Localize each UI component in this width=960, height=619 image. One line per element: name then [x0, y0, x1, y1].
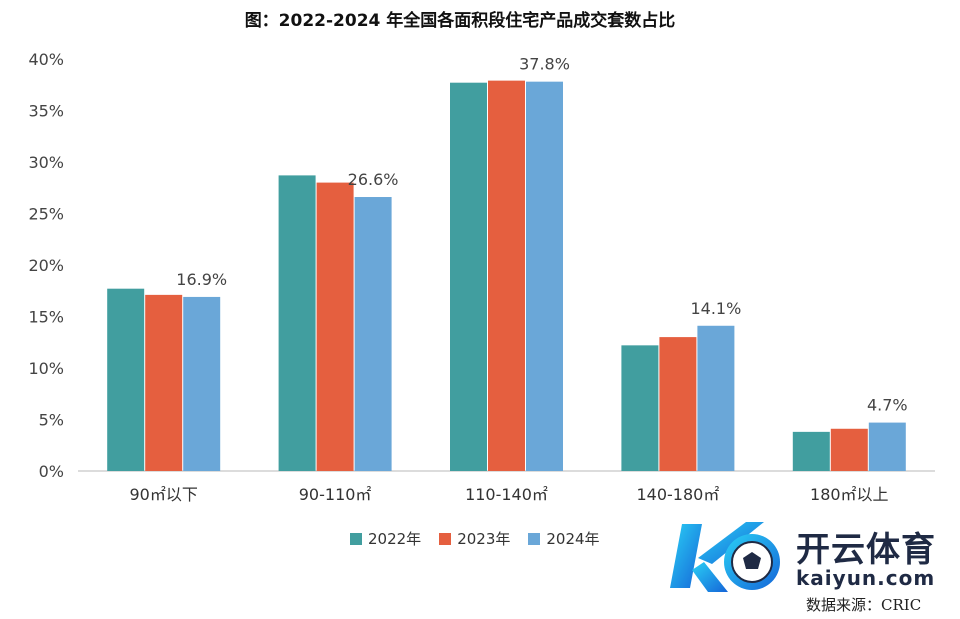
- legend-label: 2023年: [457, 530, 511, 548]
- bar-1-3: [450, 82, 487, 471]
- legend-label: 2022年: [368, 530, 422, 548]
- y-axis-labels: 0% 5% 10% 15% 20% 25% 30% 35% 40%: [28, 50, 64, 481]
- watermark-url: kaiyun.com: [796, 566, 936, 590]
- x-tick-label: 180㎡以上: [810, 485, 889, 504]
- kaiyun-logo-icon: [670, 522, 780, 592]
- legend-item: 2023年: [439, 528, 510, 549]
- bar-1-5: [792, 431, 830, 471]
- x-tick-label: 140-180㎡: [636, 485, 719, 504]
- bar-2-5: [830, 428, 868, 471]
- y-tick-label: 5%: [39, 411, 64, 430]
- watermark: 开云体育 kaiyun.com: [668, 518, 958, 596]
- bar-3-3: [526, 81, 563, 471]
- bar-3-4: [697, 325, 735, 471]
- legend-item: 2024年: [528, 528, 600, 549]
- x-axis-labels: 90㎡以下 90-110㎡ 110-140㎡ 140-180㎡ 180㎡以上: [130, 485, 889, 504]
- bar-3-2: [354, 197, 392, 471]
- data-label: 26.6%: [348, 170, 399, 189]
- chart-title: 图：2022-2024 年全国各面积段住宅产品成交套数占比: [244, 11, 676, 31]
- legend: 2022年 2023年 2024年: [350, 528, 600, 549]
- y-tick-label: 25%: [28, 205, 64, 224]
- x-tick-label: 90㎡以下: [130, 485, 198, 504]
- legend-label: 2024年: [546, 530, 600, 548]
- legend-swatch: [439, 532, 452, 545]
- bar-2-1: [145, 294, 183, 471]
- source-note: 数据来源：CRIC: [806, 596, 922, 614]
- legend-swatch: [350, 532, 362, 545]
- bar-2-2: [316, 182, 354, 471]
- bar-3-5: [868, 422, 906, 471]
- bar-2-3: [488, 80, 525, 471]
- y-tick-label: 40%: [28, 50, 64, 69]
- bar-1-4: [621, 345, 659, 471]
- data-label: 14.1%: [690, 299, 741, 318]
- x-tick-label: 90-110㎡: [299, 485, 372, 504]
- data-label: 37.8%: [519, 55, 570, 74]
- bar-2-4: [659, 337, 697, 471]
- y-tick-label: 20%: [28, 256, 64, 275]
- y-tick-label: 0%: [39, 462, 64, 481]
- legend-item: 2022年: [350, 528, 421, 549]
- bars: [107, 80, 906, 471]
- bar-1-2: [278, 175, 316, 471]
- y-tick-label: 30%: [28, 153, 64, 172]
- watermark-logo-text: 开云体育: [796, 530, 936, 570]
- y-tick-label: 10%: [28, 359, 64, 378]
- data-labels: 16.9% 26.6% 37.8% 14.1% 4.7%: [176, 55, 907, 415]
- x-tick-label: 110-140㎡: [465, 485, 548, 504]
- data-label: 4.7%: [867, 396, 908, 415]
- legend-swatch: [528, 532, 541, 545]
- y-tick-label: 15%: [28, 308, 64, 327]
- data-label: 16.9%: [176, 270, 227, 289]
- bar-3-1: [183, 296, 221, 471]
- y-tick-label: 35%: [28, 102, 64, 121]
- bar-1-1: [107, 288, 145, 471]
